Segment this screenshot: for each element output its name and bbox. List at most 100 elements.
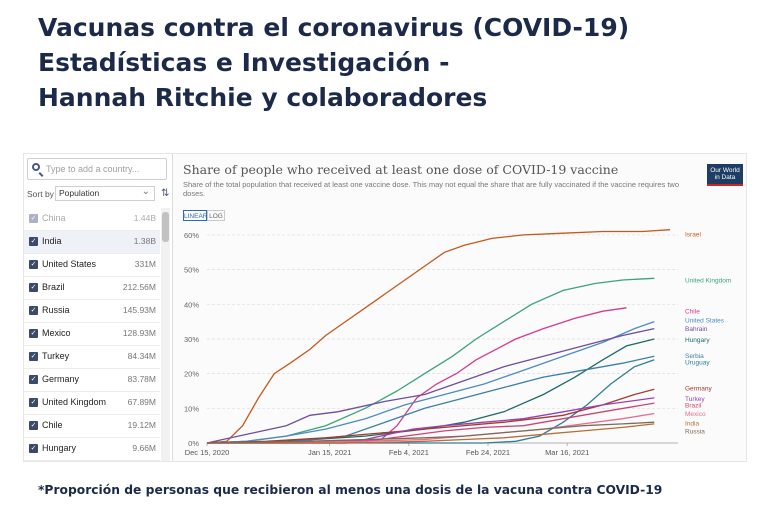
series-line-uruguay (207, 359, 655, 444)
country-population: 9.66M (132, 443, 156, 453)
log-scale-button[interactable]: LOG (207, 210, 225, 221)
series-label: Uruguay (685, 360, 710, 367)
owid-logo[interactable]: Our World in Data (707, 164, 743, 186)
series-line-bahrain (206, 327, 655, 444)
country-population: 1.38B (133, 236, 156, 246)
country-checkbox[interactable]: ✓ (29, 421, 38, 430)
country-row[interactable]: ✓ Germany 83.78M (24, 369, 160, 392)
country-row[interactable]: ✓ Hungary 9.66M (24, 438, 160, 461)
country-name: United States (42, 259, 97, 269)
country-population: 19.12M (127, 420, 156, 430)
country-checkbox[interactable]: ✓ (29, 352, 38, 361)
series-label: United States (685, 317, 725, 324)
series-label: Chile (685, 309, 700, 316)
series-line-hungary (206, 338, 655, 444)
series-line-chile (206, 307, 627, 444)
country-search-input[interactable]: Type to add a country... (27, 158, 167, 180)
country-row[interactable]: ✓ China 1.44B (24, 208, 160, 231)
owid-logo-text-1: Our World (710, 167, 740, 174)
country-checkbox[interactable]: ✓ (29, 444, 38, 453)
series-label: Mexico (685, 411, 706, 418)
series-label: Russia (685, 428, 705, 435)
y-tick-label: 60% (184, 231, 199, 240)
y-tick-label: 20% (184, 370, 199, 379)
chart-area: Share of people who received at least on… (173, 154, 746, 461)
series-line-turkey (207, 397, 655, 444)
series-label: Israel (685, 232, 701, 239)
y-tick-label: 50% (184, 266, 199, 275)
country-list-scrollbar[interactable] (161, 208, 170, 461)
page-title: Vacunas contra el coronavirus (COVID-19)… (38, 10, 758, 115)
country-checkbox[interactable]: ✓ (29, 306, 38, 315)
x-tick-label: Dec 15, 2020 (185, 448, 230, 457)
series-line-india (207, 423, 655, 444)
country-row[interactable]: ✓ Turkey 84.34M (24, 346, 160, 369)
country-name: Turkey (42, 351, 70, 361)
series-line-russia (206, 421, 655, 444)
country-row[interactable]: ✓ Chile 19.12M (24, 415, 160, 438)
country-name: Brazil (42, 282, 65, 292)
series-line-brazil (207, 402, 655, 444)
country-row[interactable]: ✓ Mexico 128.93M (24, 323, 160, 346)
series-line-united-states (206, 320, 655, 444)
chart-subtitle: Share of the total population that recei… (183, 180, 679, 198)
y-tick-label: 30% (184, 335, 199, 344)
country-checkbox[interactable]: ✓ (29, 375, 38, 384)
country-name: Hungary (42, 443, 77, 453)
search-icon (32, 163, 40, 171)
country-name: Chile (42, 420, 63, 430)
country-name: United Kingdom (42, 397, 107, 407)
x-tick-label: Jan 15, 2021 (308, 448, 351, 457)
series-label: Serbia (685, 353, 704, 360)
country-name: Germany (42, 374, 80, 384)
chart-title: Share of people who received at least on… (183, 162, 619, 177)
country-population: 1.44B (133, 213, 156, 223)
series-label: India (685, 420, 699, 427)
page-title-line-1: Vacunas contra el coronavirus (COVID-19) (38, 13, 630, 42)
country-row[interactable]: ✓ United Kingdom 67.89M (24, 392, 160, 415)
x-tick-label: Feb 24, 2021 (466, 448, 510, 457)
country-row[interactable]: ✓ United States 331M (24, 254, 160, 277)
series-line-israel (206, 229, 671, 444)
country-population: 84.34M (127, 351, 156, 361)
linear-scale-button[interactable]: LINEAR (183, 210, 207, 221)
scrollbar-thumb[interactable] (162, 212, 169, 242)
series-label: Bahrain (685, 326, 708, 333)
footnote: *Proporción de personas que recibieron a… (38, 483, 663, 497)
country-name: India (42, 236, 62, 246)
series-label: United Kingdom (685, 278, 731, 285)
sort-label: Sort by (27, 189, 54, 199)
owid-logo-text-2: in Data (714, 174, 736, 181)
series-label: Germany (685, 386, 712, 393)
x-tick-label: Mar 16, 2021 (545, 448, 589, 457)
country-name: Russia (42, 305, 70, 315)
series-label: Brazil (685, 402, 702, 409)
sort-select[interactable]: Population (55, 185, 155, 201)
country-checkbox[interactable]: ✓ (29, 329, 38, 338)
country-checkbox[interactable]: ✓ (29, 237, 38, 246)
country-checkbox[interactable]: ✓ (29, 214, 38, 223)
chart-widget: Type to add a country... Sort by Populat… (23, 153, 747, 462)
country-population: 128.93M (122, 328, 156, 338)
y-tick-label: 0% (188, 439, 199, 448)
country-name: Mexico (42, 328, 71, 338)
country-sidebar: Type to add a country... Sort by Populat… (24, 154, 173, 461)
page-title-line-3: Hannah Ritchie y colaboradores (38, 83, 488, 112)
country-checkbox[interactable]: ✓ (29, 260, 38, 269)
x-tick-label: Feb 4, 2021 (389, 448, 429, 457)
country-row[interactable]: ✓ India 1.38B (24, 231, 160, 254)
country-name: China (42, 213, 66, 223)
sort-select-value: Population (59, 188, 100, 198)
country-population: 145.93M (122, 305, 156, 315)
series-label: Hungary (685, 337, 710, 344)
country-row[interactable]: ✓ Russia 145.93M (24, 300, 160, 323)
y-tick-label: 10% (184, 404, 199, 413)
y-tick-label: 40% (184, 300, 199, 309)
country-row[interactable]: ✓ Brazil 212.56M (24, 277, 160, 300)
country-checkbox[interactable]: ✓ (29, 398, 38, 407)
sort-direction-icon[interactable]: ⇅ (161, 188, 170, 199)
page-title-line-2: Estadísticas e Investigación - (38, 48, 450, 77)
country-list: ✓ China 1.44B ✓ India 1.38B ✓ United States 331M… (24, 208, 160, 461)
country-checkbox[interactable]: ✓ (29, 283, 38, 292)
series-line-united-kingdom (206, 277, 655, 444)
